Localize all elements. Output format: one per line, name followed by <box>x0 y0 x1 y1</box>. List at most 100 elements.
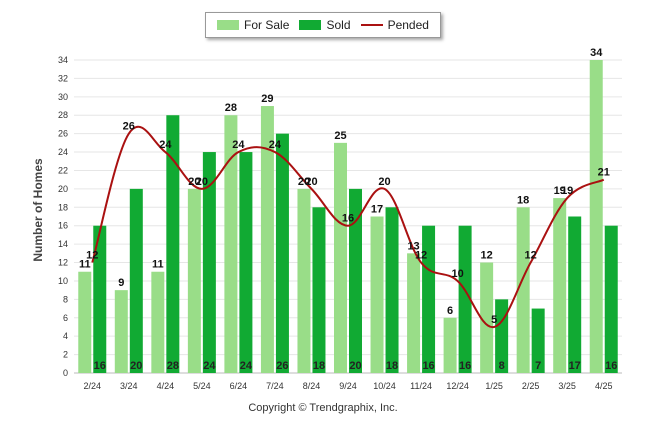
legend-item-pended[interactable]: Pended <box>360 18 429 32</box>
pended-value-label: 16 <box>342 213 354 225</box>
y-tick-label: 26 <box>58 129 68 139</box>
bar-sold <box>604 225 618 373</box>
for-sale-value-label: 9 <box>118 277 124 289</box>
legend-item-sold[interactable]: Sold <box>299 18 351 32</box>
sold-value-label: 16 <box>94 360 106 372</box>
y-tick-label: 20 <box>58 184 68 194</box>
x-tick-label: 6/24 <box>230 381 248 391</box>
for-sale-value-label: 19 <box>554 185 566 197</box>
pended-value-label: 24 <box>159 139 172 151</box>
pended-value-label: 12 <box>525 250 537 262</box>
for-sale-value-label: 28 <box>225 102 237 114</box>
for-sale-value-label: 20 <box>298 176 310 188</box>
y-tick-label: 2 <box>63 350 68 360</box>
y-tick-label: 24 <box>58 147 68 157</box>
pended-value-label: 12 <box>415 250 427 262</box>
grid-lines <box>74 59 622 374</box>
y-tick-label: 28 <box>58 110 68 120</box>
bars <box>78 60 618 373</box>
sold-value-label: 16 <box>422 360 434 372</box>
pended-value-label: 19 <box>561 185 573 197</box>
bar-for-sale <box>407 253 421 373</box>
bar-for-sale <box>151 271 165 373</box>
for-sale-value-label: 11 <box>79 259 91 271</box>
x-tick-label: 12/24 <box>446 381 469 391</box>
bar-sold <box>422 225 436 373</box>
sold-value-label: 7 <box>535 360 541 372</box>
x-tick-label: 3/24 <box>120 381 138 391</box>
for-sale-value-label: 25 <box>334 130 346 142</box>
x-tick-label: 4/24 <box>157 381 175 391</box>
y-tick-label: 16 <box>58 221 68 231</box>
y-tick-label: 22 <box>58 165 68 175</box>
y-tick-label: 14 <box>58 239 68 249</box>
x-tick-label: 8/24 <box>303 381 321 391</box>
legend-label-sold: Sold <box>326 18 351 32</box>
sold-value-label: 20 <box>349 360 361 372</box>
legend-label-pended: Pended <box>387 18 429 32</box>
x-tick-label: 9/24 <box>339 381 357 391</box>
y-tick-label: 8 <box>63 294 68 304</box>
pended-value-label: 20 <box>305 176 317 188</box>
x-axis-ticks: 2/24 3/24 4/24 5/24 6/24 7/24 8/24 9/24 10/24 11/… <box>84 381 613 391</box>
bar-sold <box>458 225 472 373</box>
pended-line <box>91 125 605 328</box>
bar-for-sale <box>78 271 92 373</box>
pended-value-label: 24 <box>269 139 282 151</box>
pended-line-layer <box>91 125 605 328</box>
x-tick-label: 7/24 <box>266 381 284 391</box>
bar-for-sale <box>370 216 384 373</box>
bar-sold <box>129 188 143 373</box>
y-tick-label: 6 <box>63 313 68 323</box>
y-tick-label: 0 <box>63 368 68 378</box>
bar-sold <box>531 308 545 373</box>
for-sale-value-label: 18 <box>517 194 529 206</box>
sold-value-label: 16 <box>605 360 617 372</box>
y-tick-label: 34 <box>58 55 68 65</box>
sold-value-label: 8 <box>499 360 505 372</box>
for-sale-value-label: 34 <box>590 47 603 59</box>
y-tick-label: 10 <box>58 276 68 286</box>
sold-value-label: 17 <box>569 360 581 372</box>
sold-value-label: 16 <box>459 360 471 372</box>
pended-value-label: 21 <box>598 167 610 179</box>
sold-value-label: 18 <box>386 360 398 372</box>
pended-value-label: 20 <box>196 176 208 188</box>
for-sale-swatch-icon <box>217 20 240 30</box>
x-tick-label: 2/24 <box>84 381 102 391</box>
sold-value-label: 20 <box>130 360 142 372</box>
y-tick-label: 12 <box>58 258 68 268</box>
sold-swatch-icon <box>299 20 322 30</box>
sold-value-label: 28 <box>167 360 179 372</box>
bar-sold <box>239 152 253 373</box>
x-tick-label: 4/25 <box>595 381 613 391</box>
pended-value-label: 12 <box>86 250 98 262</box>
bar-for-sale <box>260 106 274 373</box>
y-axis-label: Number of Homes <box>31 158 45 262</box>
x-tick-label: 3/25 <box>558 381 576 391</box>
bar-for-sale <box>224 115 238 373</box>
for-sale-value-label: 11 <box>152 259 164 271</box>
x-tick-label: 11/24 <box>410 381 432 391</box>
y-tick-label: 30 <box>58 92 68 102</box>
sold-value-label: 26 <box>276 360 288 372</box>
legend: For Sale Sold Pended <box>205 12 441 38</box>
y-tick-label: 4 <box>63 331 68 341</box>
x-tick-label: 5/24 <box>193 381 211 391</box>
pended-value-label: 10 <box>451 268 463 280</box>
pended-line-icon <box>360 24 383 26</box>
bar-sold <box>312 207 326 373</box>
bar-for-sale <box>553 198 567 373</box>
legend-item-for-sale[interactable]: For Sale <box>217 18 289 32</box>
bar-for-sale <box>187 188 201 373</box>
bar-sold <box>275 133 289 373</box>
bar-sold <box>568 216 582 373</box>
pended-value-label: 24 <box>232 139 245 151</box>
for-sale-value-label: 6 <box>447 305 453 317</box>
legend-label-for-sale: For Sale <box>244 18 290 32</box>
pended-value-label: 20 <box>378 176 390 188</box>
y-tick-label: 32 <box>58 73 68 83</box>
sold-value-label: 24 <box>240 360 253 372</box>
